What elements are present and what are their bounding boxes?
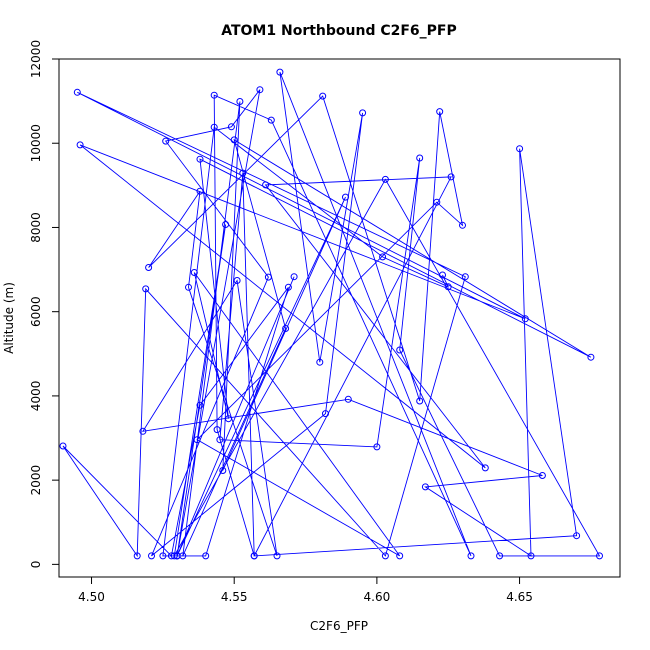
data-point xyxy=(219,467,227,474)
data-point xyxy=(573,532,581,540)
data-point xyxy=(467,552,475,560)
data-point xyxy=(587,353,595,361)
data-point xyxy=(461,273,469,281)
data-point xyxy=(185,283,192,291)
data-point xyxy=(196,155,204,163)
data-point xyxy=(250,552,258,560)
data-point xyxy=(359,109,367,117)
data-point xyxy=(236,98,244,105)
series-layer xyxy=(59,68,603,560)
data-point xyxy=(227,123,235,131)
y-tick-label: 2000 xyxy=(29,465,43,496)
x-tick-label: 4.50 xyxy=(78,590,105,604)
data-point xyxy=(433,198,441,206)
data-point xyxy=(170,552,178,560)
data-point xyxy=(196,187,204,195)
data-point xyxy=(162,137,170,145)
data-point xyxy=(230,136,238,144)
data-point xyxy=(381,175,389,183)
data-point xyxy=(282,325,290,332)
data-point xyxy=(319,92,327,100)
data-point xyxy=(193,436,201,444)
x-axis: 4.50 4.55 4.60 4.65 xyxy=(78,576,533,604)
data-point xyxy=(436,108,444,116)
data-point xyxy=(213,426,221,434)
data-point xyxy=(133,552,141,560)
series-line xyxy=(62,71,601,558)
data-point xyxy=(447,173,455,181)
data-point xyxy=(148,552,155,560)
data-point xyxy=(344,395,352,403)
data-point xyxy=(596,552,603,560)
data-point xyxy=(225,415,232,423)
data-point xyxy=(73,88,81,96)
data-point xyxy=(439,271,446,279)
data-point xyxy=(264,273,272,281)
data-point xyxy=(262,181,270,189)
data-point xyxy=(481,464,489,472)
data-point xyxy=(159,552,167,560)
data-point xyxy=(210,91,218,99)
data-point xyxy=(521,315,529,323)
y-tick-label: 8000 xyxy=(29,212,43,243)
data-point xyxy=(256,86,264,94)
data-point xyxy=(396,346,404,354)
y-tick-label: 0 xyxy=(29,561,43,569)
data-point xyxy=(342,193,349,201)
data-point xyxy=(284,283,292,291)
data-point xyxy=(379,253,387,261)
data-point xyxy=(190,269,198,276)
data-point xyxy=(76,141,84,149)
x-axis-label: C2F6_PFP xyxy=(310,619,368,633)
y-tick-label: 12000 xyxy=(29,40,43,78)
data-point xyxy=(373,443,381,451)
x-tick-label: 4.60 xyxy=(364,590,391,604)
data-point xyxy=(139,427,147,435)
x-tick-label: 4.65 xyxy=(506,590,533,604)
data-point xyxy=(276,68,284,76)
data-point xyxy=(233,277,241,284)
data-point xyxy=(210,123,218,131)
y-axis-label: Altitude (m) xyxy=(2,282,16,354)
chart-title: ATOM1 Northbound C2F6_PFP xyxy=(221,23,457,39)
data-point xyxy=(496,552,504,560)
data-point xyxy=(202,552,210,560)
data-point xyxy=(273,552,281,560)
data-point xyxy=(516,145,524,153)
data-point xyxy=(239,169,247,177)
y-tick-label: 6000 xyxy=(29,296,43,327)
data-point xyxy=(538,472,546,479)
data-point xyxy=(222,221,230,228)
data-point xyxy=(216,436,224,444)
data-point xyxy=(421,483,429,491)
data-point xyxy=(381,552,389,560)
y-axis: 0 2000 4000 6000 8000 10000 12000 xyxy=(29,40,60,569)
data-point xyxy=(142,285,150,293)
data-point xyxy=(59,442,67,450)
data-point xyxy=(173,552,181,560)
data-point xyxy=(416,397,424,405)
y-tick-label: 4000 xyxy=(29,381,43,412)
data-point xyxy=(444,283,452,291)
data-point xyxy=(459,221,466,229)
data-point xyxy=(527,552,535,560)
data-point xyxy=(396,552,404,560)
data-point xyxy=(316,358,324,366)
data-point xyxy=(290,273,298,281)
data-point xyxy=(145,264,153,271)
data-point xyxy=(322,410,329,418)
x-tick-label: 4.55 xyxy=(221,590,248,604)
y-tick-label: 10000 xyxy=(29,124,43,162)
data-point xyxy=(196,401,204,409)
data-point xyxy=(416,154,424,162)
data-point xyxy=(267,116,275,124)
